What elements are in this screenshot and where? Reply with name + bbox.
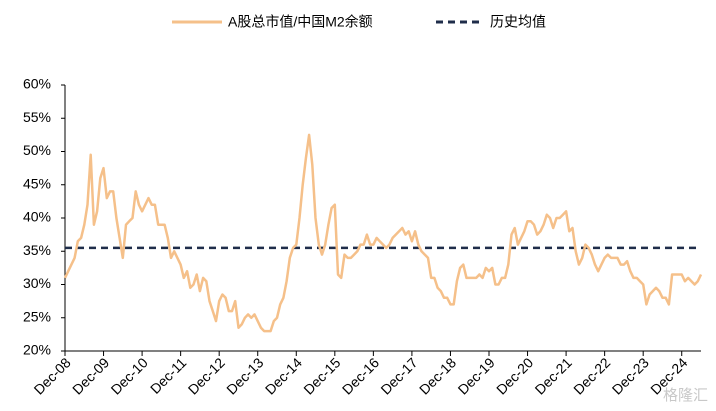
x-tick-label: Dec-15 — [300, 354, 343, 397]
series-line — [63, 133, 703, 333]
x-tick-label: Dec-18 — [416, 354, 459, 397]
x-tick-label: Dec-22 — [570, 354, 613, 397]
y-tick-label: 60% — [23, 76, 51, 92]
x-tick-label: Dec-17 — [377, 354, 420, 397]
x-tick-label: Dec-12 — [185, 354, 228, 397]
y-tick-label: 30% — [23, 275, 51, 291]
x-tick-label: Dec-11 — [147, 354, 190, 397]
x-tick-label: Dec-10 — [108, 354, 151, 397]
x-tick-label: Dec-08 — [31, 354, 74, 397]
y-tick-label: 20% — [23, 342, 51, 358]
x-tick-label: Dec-09 — [69, 354, 112, 397]
y-tick-label: 25% — [23, 308, 51, 324]
x-tick-label: Dec-19 — [455, 354, 498, 397]
x-tick-label: Dec-14 — [262, 354, 305, 397]
y-tick-label: 45% — [23, 175, 51, 191]
legend-label: A股总市值/中国M2余额 — [228, 14, 373, 30]
x-tick-label: Dec-21 — [532, 354, 575, 397]
x-tick-label: Dec-20 — [493, 354, 536, 397]
x-tick-label: Dec-13 — [223, 354, 266, 397]
y-tick-label: 50% — [23, 142, 51, 158]
legend-label: 历史均值 — [490, 14, 546, 30]
x-tick-label: Dec-23 — [609, 354, 652, 397]
y-tick-label: 35% — [23, 242, 51, 258]
y-tick-label: 55% — [23, 109, 51, 125]
y-tick-label: 40% — [23, 209, 51, 225]
watermark: 格隆汇 — [663, 387, 708, 404]
x-tick-label: Dec-16 — [339, 354, 382, 397]
